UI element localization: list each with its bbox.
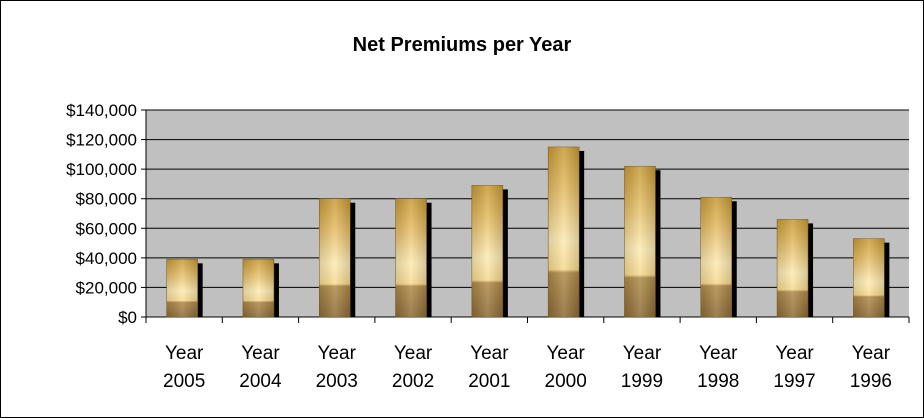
x-tick-label: 2004: [239, 371, 282, 392]
x-tick-label: Year: [775, 343, 814, 364]
bar-highlight: [319, 198, 351, 317]
y-tick-label: $0: [118, 308, 137, 327]
bar-highlight: [166, 259, 198, 317]
x-tick-label: 2002: [392, 371, 434, 392]
x-tick-label: Year: [699, 343, 738, 364]
y-tick-label: $40,000: [76, 249, 137, 268]
x-tick-label: 1997: [773, 371, 815, 392]
x-tick-label: 1996: [850, 371, 892, 392]
chart-title: Net Premiums per Year: [352, 34, 572, 56]
x-tick-label: Year: [470, 343, 509, 364]
x-tick-label: 2005: [163, 371, 205, 392]
x-tick-label: Year: [546, 343, 585, 364]
bar-highlight: [624, 166, 656, 317]
x-tick-label: Year: [623, 343, 662, 364]
x-tick-label: 1999: [621, 371, 663, 392]
y-tick-label: $100,000: [66, 160, 137, 179]
x-tick-label: 2000: [545, 371, 587, 392]
bar-highlight: [700, 197, 732, 317]
y-tick-label: $60,000: [76, 219, 137, 238]
x-tick-label: 1998: [697, 371, 739, 392]
y-tick-label: $80,000: [76, 190, 137, 209]
y-tick-label: $120,000: [66, 131, 137, 150]
bar-highlight: [548, 146, 580, 317]
x-tick-label: Year: [241, 343, 280, 364]
y-tick-label: $140,000: [66, 101, 137, 120]
bar-highlight: [242, 259, 274, 317]
x-tick-label: 2003: [316, 371, 358, 392]
bar-highlight: [777, 219, 809, 317]
x-tick-label: 2001: [468, 371, 510, 392]
x-tick-label: Year: [394, 343, 433, 364]
bar-highlight: [471, 185, 503, 317]
bar-highlight: [395, 198, 427, 317]
x-tick-label: Year: [318, 343, 357, 364]
bar-highlight: [853, 238, 885, 317]
x-tick-label: Year: [852, 343, 891, 364]
x-tick-label: Year: [165, 343, 204, 364]
y-tick-label: $20,000: [76, 278, 137, 297]
